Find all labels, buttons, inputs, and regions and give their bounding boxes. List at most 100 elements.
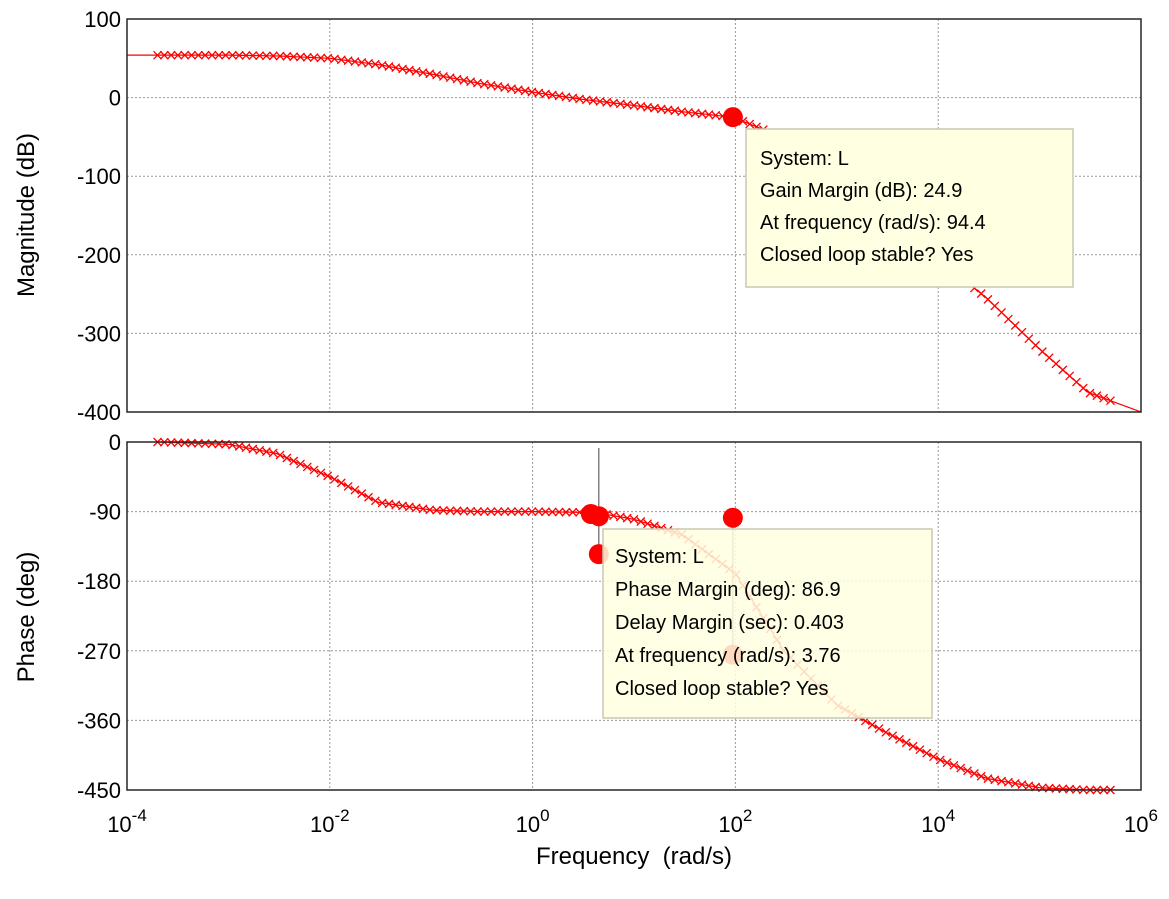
phase-curve-marker: [479, 507, 489, 517]
phase-y-tick-label: -360: [77, 708, 121, 733]
phase-curve-marker: [942, 758, 952, 768]
phase-datatip-box: [602, 528, 933, 719]
phase-y-tick-label: -450: [77, 778, 121, 803]
datatip-line: Delay Margin (sec): 0.403: [615, 612, 844, 634]
magnitude-curve-marker: [459, 75, 469, 85]
phase-curve-marker: [1058, 784, 1068, 794]
magnitude-curve-marker: [997, 308, 1007, 317]
magnitude-curve-marker: [452, 74, 462, 84]
phase-curve-marker: [929, 752, 938, 762]
magnitude-curve-marker: [1085, 388, 1095, 398]
magnitude-curve-marker: [289, 52, 299, 62]
magnitude-curve-marker: [377, 60, 387, 70]
magnitude-curve-marker: [411, 66, 421, 76]
magnitude-curve-marker: [466, 77, 476, 87]
phase-curve-marker: [200, 439, 210, 449]
magnitude-y-ticks: 100 0 -100 -200 -300 -400: [77, 7, 121, 425]
phase-curve-marker: [255, 445, 265, 455]
phase-curve-marker: [268, 448, 278, 458]
magnitude-curve-marker: [159, 50, 169, 60]
magnitude-curve-marker: [1017, 327, 1027, 337]
phase-curve-marker: [364, 492, 373, 502]
phase-margin-datatip[interactable]: System: L Phase Margin (deg): 86.9 Delay M…: [602, 528, 933, 719]
phase-curve-marker: [922, 748, 932, 758]
x-tick-label: 100: [516, 806, 550, 837]
magnitude-curve-marker: [153, 50, 162, 60]
phase-curve-marker: [1024, 781, 1034, 791]
phase-y-tick-label: -90: [89, 500, 121, 525]
frequency-x-ticks: 10-4 10-2 100 102 104 106: [107, 806, 1158, 837]
phase-curve-marker: [1051, 784, 1061, 793]
x-tick-label: 102: [718, 806, 752, 837]
phase-curve-marker: [336, 478, 346, 488]
phase-margin-point: [588, 506, 609, 527]
phase-curve-marker: [1044, 783, 1054, 793]
magnitude-curve-marker: [1106, 396, 1115, 406]
phase-curve-marker: [330, 474, 339, 484]
phase-curve-marker: [969, 769, 979, 778]
phase-curve-marker: [500, 507, 510, 517]
phase-curve-marker: [547, 507, 557, 517]
phase-curve-marker: [541, 507, 550, 517]
magnitude-curve-marker: [1092, 391, 1102, 401]
magnitude-curve-marker: [309, 53, 319, 63]
magnitude-curve-marker: [745, 119, 755, 129]
magnitude-curve-marker: [1099, 393, 1109, 403]
magnitude-curve-marker: [268, 51, 278, 61]
magnitude-y-tick-label: 100: [84, 7, 121, 32]
phase-curve-marker: [323, 471, 333, 481]
phase-curve-marker: [282, 453, 292, 463]
phase-curve-marker: [180, 438, 190, 448]
phase-y-ticks: 0 -90 -180 -270 -360 -450: [77, 430, 121, 803]
datatip-line: Gain Margin (dB): 24.9: [760, 180, 962, 202]
x-tick-label: 104: [921, 806, 955, 837]
phase-curve-marker: [513, 507, 523, 517]
phase-curve-marker: [302, 462, 312, 472]
phase-curve-marker: [472, 507, 482, 516]
magnitude-curve-marker: [275, 51, 285, 61]
gain-datatip-text: System: L Gain Margin (dB): 24.9 At freque…: [760, 148, 986, 266]
magnitude-curve-marker: [193, 50, 203, 60]
phase-curve-marker: [888, 731, 898, 741]
gain-margin-datatip[interactable]: System: L Gain Margin (dB): 24.9 At freque…: [745, 128, 1074, 288]
phase-curve-marker: [629, 514, 639, 524]
phase-curve-marker: [343, 482, 353, 491]
magnitude-curve-marker: [1024, 334, 1034, 344]
phase-curve-marker: [486, 507, 496, 517]
phase-curve-marker: [895, 734, 904, 744]
magnitude-curve-marker: [296, 52, 305, 62]
phase-curve-marker: [459, 506, 469, 516]
magnitude-curve-marker: [214, 50, 224, 60]
magnitude-curve-marker: [200, 50, 210, 60]
phase-curve-marker: [241, 443, 251, 453]
phase-curve-marker: [949, 760, 959, 770]
phase-curve-marker: [963, 766, 972, 776]
phase-curve-marker: [296, 459, 305, 469]
x-tick-label: 106: [1124, 806, 1158, 837]
magnitude-curve-marker: [398, 64, 408, 74]
phase-curve-marker: [568, 507, 578, 517]
datatip-line: Closed loop stable? Yes: [615, 678, 829, 700]
phase-curve-marker: [874, 724, 884, 734]
datatip-line: At frequency (rad/s): 3.76: [615, 645, 841, 667]
phase-y-tick-label: -180: [77, 569, 121, 594]
phase-curve-marker: [452, 506, 462, 516]
datatip-line: Phase Margin (deg): 86.9: [615, 579, 841, 601]
gain-datatip-box: [745, 128, 1074, 288]
phase-curve-marker: [207, 439, 217, 449]
magnitude-plot-border: [126, 18, 1142, 413]
phase-curve-marker: [289, 456, 299, 466]
magnitude-curve-marker: [248, 51, 258, 61]
phase-curve-marker: [636, 517, 646, 526]
magnitude-curve-marker: [302, 52, 312, 62]
magnitude-curve-marker: [425, 69, 435, 79]
phase-curve-marker: [520, 507, 530, 517]
magnitude-curve-marker: [384, 62, 394, 71]
magnitude-y-label: Magnitude (dB): [13, 133, 40, 297]
phase-curve-marker: [643, 519, 653, 529]
phase-curve-marker: [370, 496, 380, 506]
magnitude-curve-marker: [221, 50, 231, 60]
phase-curve-marker: [309, 465, 319, 475]
phase-curve-marker: [493, 507, 503, 517]
